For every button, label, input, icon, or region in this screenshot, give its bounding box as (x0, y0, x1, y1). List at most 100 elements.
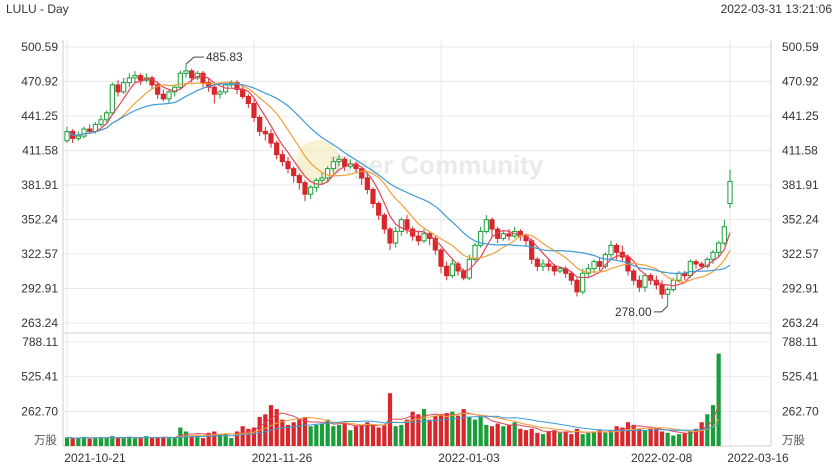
volume-bar (98, 437, 104, 446)
candle (495, 226, 501, 244)
volume-bar (614, 426, 619, 446)
candle (285, 156, 291, 174)
candle-body (478, 230, 484, 246)
candle (631, 268, 637, 285)
candle-body (381, 214, 387, 230)
candle-body (177, 72, 183, 88)
volume-bar (586, 432, 591, 446)
volume-bar (382, 424, 387, 446)
volume-axis-label-left: 262.70 (21, 404, 58, 418)
volume-bar (104, 438, 109, 446)
volume-bar (467, 416, 472, 446)
candle-body (279, 154, 285, 163)
candle-body (597, 261, 603, 267)
candle-body (636, 279, 642, 288)
candle-body (138, 75, 144, 81)
volume-bar (263, 414, 268, 446)
volume-bar (302, 416, 308, 446)
volume-bar (512, 422, 517, 446)
volume-bar (155, 437, 160, 446)
candle-body (699, 263, 705, 267)
candle (427, 231, 433, 246)
volume-bar (285, 424, 291, 446)
candle-body (206, 82, 212, 88)
volume-bar (580, 434, 585, 446)
candle (546, 259, 552, 271)
candle-body (580, 272, 586, 293)
watermark: Tiger Community (296, 140, 544, 184)
candle-body (602, 254, 608, 267)
volume-bar (506, 424, 512, 446)
volume-bar (359, 424, 364, 446)
candle-body (410, 228, 416, 237)
volume-bar (370, 424, 376, 446)
candle-body (557, 268, 563, 272)
volume-bar (540, 434, 546, 446)
candle (75, 131, 81, 141)
candle-body (257, 116, 263, 132)
volume-bar (110, 436, 115, 446)
candle (330, 156, 336, 174)
candle-body (648, 275, 654, 281)
candle (608, 240, 614, 260)
candle-body (234, 82, 240, 91)
volume-bar (637, 428, 642, 446)
candle (387, 226, 393, 251)
candle (194, 70, 200, 81)
volume-bar (472, 419, 478, 446)
price-axis-label-left: 292.91 (21, 282, 58, 296)
candle-body (568, 272, 574, 281)
price-annotations: 485.83 278.00 (185, 50, 669, 319)
volume-bar (127, 436, 132, 446)
candle-body (721, 226, 727, 244)
candle-body (217, 91, 223, 95)
candle (636, 275, 642, 292)
x-tick-label: 2022-02-08 (631, 451, 693, 465)
volume-bar (87, 438, 92, 446)
price-axis-label-right: 500.59 (782, 40, 819, 54)
price-axis-label-right: 263.24 (782, 316, 819, 330)
candle-body (466, 258, 472, 279)
price-axis-label-left: 263.24 (21, 316, 58, 330)
candle-body (274, 142, 280, 156)
candle (308, 184, 314, 199)
candle (483, 215, 489, 234)
volume-bar (705, 414, 710, 446)
candle-body (438, 249, 444, 267)
volume-bar (444, 413, 449, 446)
candle-body (472, 244, 478, 260)
volume-bar (291, 422, 296, 446)
price-axis-label-right: 470.92 (782, 75, 819, 89)
candle-body (393, 230, 399, 244)
volume-bar (234, 431, 240, 446)
volume-bar (81, 436, 87, 446)
volume-bar (671, 435, 676, 446)
volume-bar (642, 430, 648, 446)
candle (319, 173, 325, 185)
candle (313, 177, 319, 192)
chart-title: LULU - Day (6, 2, 69, 16)
volume-unit-right: 万股 (782, 434, 805, 447)
volume-bar (257, 416, 262, 446)
candle-body (534, 258, 540, 267)
candle-body (262, 130, 268, 135)
candle (699, 261, 705, 269)
candle-body (149, 77, 155, 86)
volume-bar (478, 416, 483, 446)
candle-body (308, 186, 314, 195)
volume-bar (144, 436, 149, 446)
volume-bar (93, 438, 98, 446)
candle (262, 126, 268, 141)
price-candles (64, 64, 733, 306)
candle (155, 82, 161, 99)
candle (478, 226, 484, 248)
candle-body (415, 235, 421, 242)
candle-body (370, 189, 376, 205)
volume-ma-long (66, 415, 719, 439)
volume-bar (688, 431, 693, 446)
watermark-text: Tiger Community (330, 150, 544, 180)
candle-body (665, 289, 671, 295)
volume-bar (161, 437, 166, 446)
ma-long-line (66, 82, 731, 274)
volume-bar (546, 431, 551, 446)
